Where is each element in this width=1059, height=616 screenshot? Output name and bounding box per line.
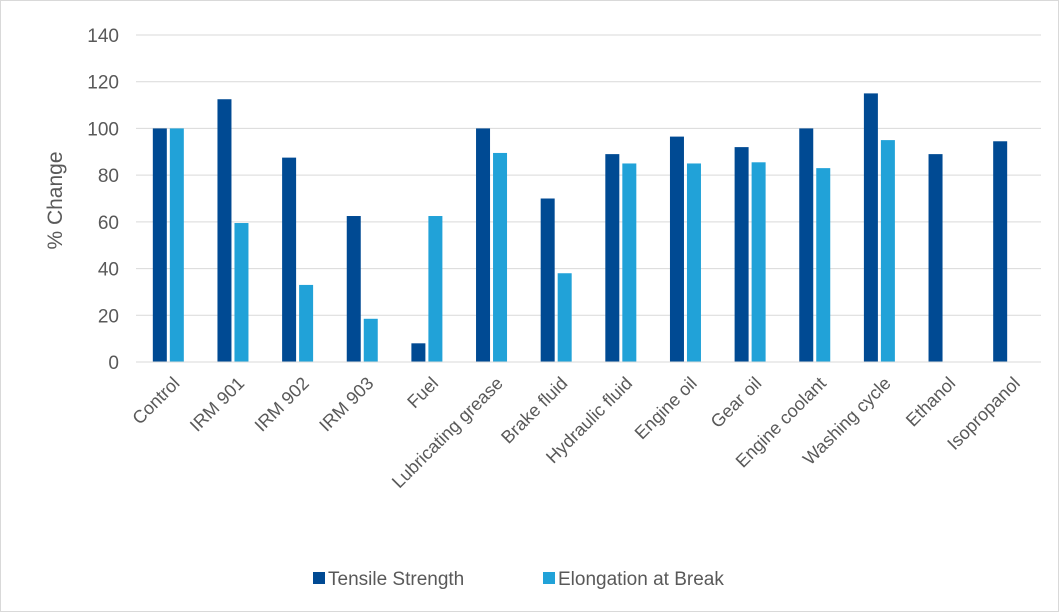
x-category-label: Engine oil <box>631 373 701 443</box>
bar-elongation-at-break <box>751 162 766 362</box>
bar-elongation-at-break <box>622 163 637 362</box>
gridlines <box>136 34 1041 316</box>
bar-elongation-at-break <box>880 140 895 362</box>
bar-elongation-at-break <box>686 163 701 362</box>
y-tick-label: 140 <box>87 26 119 47</box>
y-tick-label: 120 <box>87 73 119 94</box>
y-tick-label: 0 <box>108 353 119 374</box>
legend: Tensile Strength Elongation at Break <box>313 569 724 590</box>
legend-swatch <box>313 572 325 584</box>
bar-elongation-at-break <box>816 168 831 362</box>
x-category-label: Ethanol <box>902 373 959 430</box>
legend-swatch <box>543 572 555 584</box>
bar-tensile-strength <box>669 136 684 362</box>
bar-tensile-strength <box>734 147 749 362</box>
bar-elongation-at-break <box>557 273 572 362</box>
bar-tensile-strength <box>928 154 943 362</box>
bar-tensile-strength <box>799 128 814 362</box>
bar-elongation-at-break <box>363 318 378 362</box>
legend-label: Tensile Strength <box>328 569 464 590</box>
bar-tensile-strength <box>540 198 555 362</box>
x-category-label: IRM 902 <box>251 373 313 435</box>
x-category-label: IRM 901 <box>186 373 248 435</box>
x-category-label: Lubricating grease <box>388 373 507 492</box>
bar-tensile-strength <box>476 128 491 362</box>
x-category-label: Gear oil <box>707 373 766 432</box>
bar-tensile-strength <box>282 157 297 362</box>
bar-tensile-strength <box>993 141 1008 362</box>
x-category-label: Control <box>128 373 183 428</box>
legend-item: Elongation at Break <box>543 569 724 590</box>
bars <box>152 93 1008 363</box>
y-tick-label: 80 <box>98 166 119 187</box>
bar-tensile-strength <box>346 216 361 362</box>
bar-tensile-strength <box>605 154 620 362</box>
y-axis-title: % Change <box>44 151 67 249</box>
bar-elongation-at-break <box>299 284 314 362</box>
bar-elongation-at-break <box>234 223 249 362</box>
bar-elongation-at-break <box>169 128 184 362</box>
x-category-label: Fuel <box>403 373 442 412</box>
bar-tensile-strength <box>411 343 426 362</box>
y-tick-label: 100 <box>87 119 119 140</box>
y-tick-label: 40 <box>98 260 119 281</box>
legend-item: Tensile Strength <box>313 569 464 590</box>
bar-tensile-strength <box>863 93 878 363</box>
x-axis-category-labels: Control IRM 901 IRM 902 IRM 903 FuelLubricat… <box>128 373 1024 492</box>
y-tick-label: 20 <box>98 306 119 327</box>
y-axis-tick-labels: 0 20 40 60 80 100 120 140 <box>87 26 119 374</box>
bar-tensile-strength <box>217 99 232 362</box>
legend-label: Elongation at Break <box>558 569 724 590</box>
bar-elongation-at-break <box>428 216 443 362</box>
bar-elongation-at-break <box>493 152 508 362</box>
y-tick-label: 60 <box>98 213 119 234</box>
x-category-label: IRM 903 <box>315 373 377 435</box>
bar-tensile-strength <box>152 128 167 362</box>
